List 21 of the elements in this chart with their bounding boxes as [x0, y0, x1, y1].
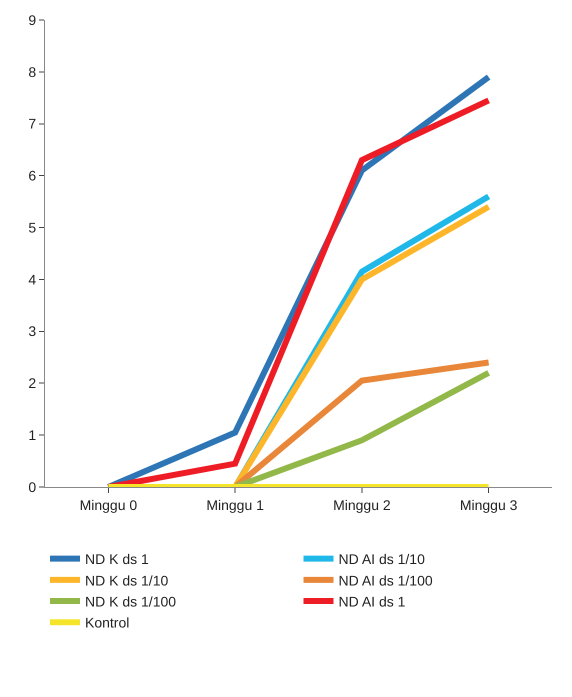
y-tick-label: 4 [28, 271, 36, 288]
x-tick-label: Minggu 1 [206, 496, 264, 513]
x-tick-label: Minggu 2 [333, 496, 391, 513]
y-tick-label: 0 [28, 478, 36, 495]
legend-label: ND K ds 1/100 [85, 594, 176, 610]
x-tick-label: Minggu 3 [460, 496, 518, 513]
y-tick-label: 2 [28, 375, 36, 392]
y-tick-label: 3 [28, 323, 36, 340]
legend-label: Kontrol [85, 614, 130, 631]
y-tick-label: 5 [28, 219, 36, 236]
y-tick-label: 8 [28, 64, 36, 80]
y-tick-label: 9 [28, 12, 36, 28]
y-tick-label: 1 [28, 427, 36, 444]
y-tick-label: 7 [28, 116, 36, 132]
legend-label: ND K ds 1/10 [85, 572, 168, 588]
legend-label: ND AI ds 1 [338, 594, 406, 610]
legend-label: ND K ds 1 [85, 551, 150, 568]
legend-label: ND AI ds 1/100 [338, 572, 433, 588]
x-tick-label: Minggu 0 [80, 496, 138, 513]
legend-label: ND AI ds 1/10 [338, 551, 426, 568]
y-tick-label: 6 [28, 168, 36, 184]
